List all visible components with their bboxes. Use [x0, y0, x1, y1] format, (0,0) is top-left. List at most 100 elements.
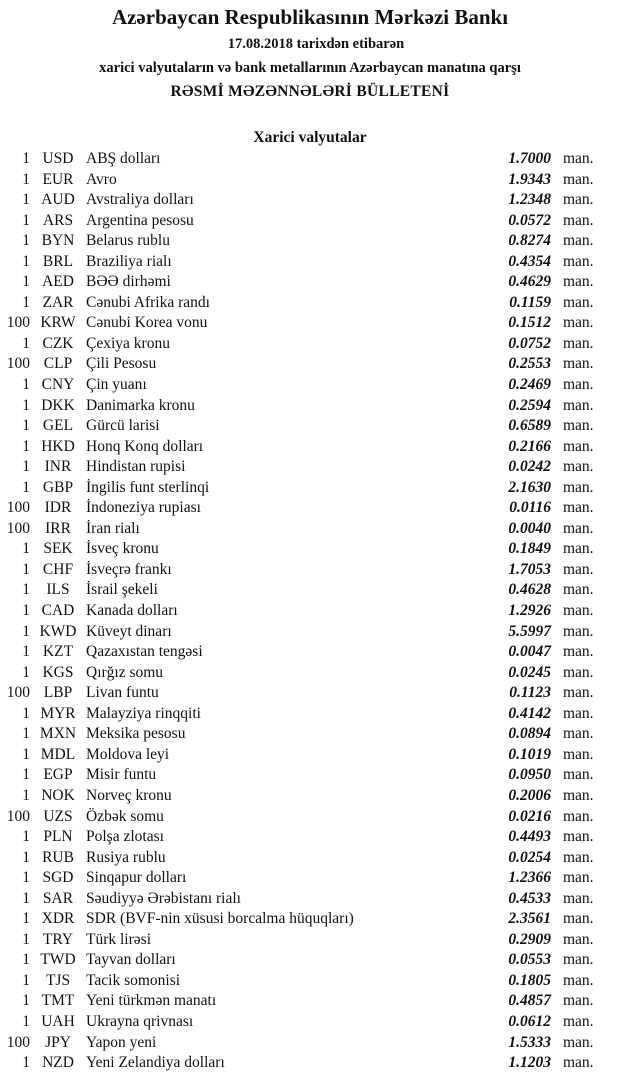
amount: 1: [22, 191, 30, 209]
currency-name: Misir funtu: [86, 766, 157, 784]
currency-name: Cənubi Afrika randı: [86, 293, 210, 311]
unit-label: man.: [563, 334, 594, 352]
currency-code: MXN: [39, 725, 77, 743]
currency-row: 1 ARS Argentina pesosu 0.0572 man.: [0, 211, 620, 232]
currency-row: 1 PLN Polşa zlotası 0.4493 man.: [0, 827, 620, 848]
currency-code: AED: [42, 273, 74, 291]
currency-code: BRL: [42, 252, 74, 270]
exchange-rate: 1.9343: [508, 170, 551, 188]
unit-label: man.: [563, 786, 594, 804]
amount: 1: [22, 1054, 30, 1072]
currency-row: 1 UAH Ukrayna qrivnası 0.0612 man.: [0, 1012, 620, 1033]
currency-code: LBP: [43, 684, 73, 702]
unit-label: man.: [563, 417, 594, 435]
currency-name: Türk lirəsi: [86, 930, 151, 948]
currency-code: GBP: [42, 478, 74, 496]
currency-name: İsrail şekeli: [86, 581, 158, 599]
currency-code: KZT: [42, 643, 74, 661]
currency-row: 1 USD ABŞ dolları 1.7000 man.: [0, 149, 620, 170]
amount: 1: [22, 273, 30, 291]
unit-label: man.: [563, 992, 594, 1010]
currency-name: Cənubi Korea vonu: [86, 314, 208, 332]
currency-row: 1 CNY Çin yuanı 0.2469 man.: [0, 375, 620, 396]
currency-name: Danimarka kronu: [86, 396, 195, 414]
exchange-rate: 0.0894: [508, 725, 551, 743]
currency-code: ZAR: [42, 293, 74, 311]
currency-code: CLP: [43, 355, 73, 373]
currency-code: DKK: [41, 396, 75, 414]
currency-code: RUB: [42, 848, 74, 866]
amount: 1: [22, 602, 30, 620]
currency-row: 1 HKD Honq Konq dolları 0.2166 man.: [0, 437, 620, 458]
amount: 1: [22, 745, 30, 763]
exchange-rate: 2.1630: [508, 478, 551, 496]
unit-label: man.: [563, 170, 594, 188]
currency-name: Polşa zlotası: [86, 828, 164, 846]
exchange-rate: 0.0116: [509, 499, 551, 517]
amount: 1: [22, 643, 30, 661]
amount: 1: [22, 458, 30, 476]
amount: 1: [22, 581, 30, 599]
amount: 1: [22, 540, 30, 558]
currency-name: Küveyt dinarı: [86, 622, 172, 640]
exchange-rate: 0.0612: [508, 1012, 551, 1030]
exchange-rate: 0.0950: [508, 766, 551, 784]
unit-label: man.: [563, 622, 594, 640]
currency-name: İngilis funt sterlinqi: [86, 478, 210, 496]
currency-code: GEL: [42, 417, 74, 435]
unit-label: man.: [563, 396, 594, 414]
exchange-rate: 0.0040: [508, 519, 551, 537]
exchange-rate: 1.1203: [508, 1054, 551, 1072]
bank-title: Azərbaycan Respublikasının Mərkəzi Bankı: [111, 5, 509, 29]
exchange-rate: 0.2553: [508, 355, 551, 373]
currency-name: Livan funtu: [86, 684, 159, 702]
exchange-rate: 0.4533: [508, 889, 551, 907]
exchange-rate: 0.1123: [509, 684, 551, 702]
currency-row: 100 LBP Livan funtu 0.1123 man.: [0, 683, 620, 704]
unit-label: man.: [563, 437, 594, 455]
currency-row: 1 CHF İsveçrə frankı 1.7053 man.: [0, 560, 620, 581]
exchange-rate: 1.2366: [508, 869, 551, 887]
currency-name: Sinqapur dolları: [86, 869, 187, 887]
amount: 100: [6, 684, 30, 702]
amount: 1: [22, 869, 30, 887]
currency-row: 1 CAD Kanada dolları 1.2926 man.: [0, 601, 620, 622]
currency-code: MYR: [40, 704, 76, 722]
currency-name: Avstraliya dolları: [86, 191, 194, 209]
unit-label: man.: [563, 458, 594, 476]
amount: 1: [22, 910, 30, 928]
amount: 1: [22, 1012, 30, 1030]
exchange-rate: 0.4628: [508, 581, 551, 599]
amount: 1: [22, 786, 30, 804]
currency-row: 1 CZK Çexiya kronu 0.0752 man.: [0, 334, 620, 355]
currency-row: 1 ILS İsrail şekeli 0.4628 man.: [0, 580, 620, 601]
currency-row: 1 INR Hindistan rupisi 0.0242 man.: [0, 457, 620, 478]
exchange-rate: 5.5997: [508, 622, 551, 640]
amount: 1: [22, 334, 30, 352]
currency-code: TRY: [42, 930, 74, 948]
currency-name: Rusiya rublu: [86, 848, 166, 866]
currency-code: KRW: [40, 314, 76, 332]
unit-label: man.: [563, 1012, 594, 1030]
currency-row: 1 NZD Yeni Zelandiya dolları 1.1203 man.: [0, 1053, 620, 1074]
unit-label: man.: [563, 684, 594, 702]
amount: 1: [22, 622, 30, 640]
currency-row: 100 CLP Çili Pesosu 0.2553 man.: [0, 354, 620, 375]
amount: 1: [22, 889, 30, 907]
amount: 1: [22, 478, 30, 496]
currency-name: İran rialı: [86, 519, 140, 537]
amount: 1: [22, 560, 30, 578]
exchange-rate: 0.2166: [508, 437, 551, 455]
exchange-rate: 1.2348: [508, 191, 551, 209]
currency-row: 1 TRY Türk lirəsi 0.2909 man.: [0, 930, 620, 951]
unit-label: man.: [563, 1054, 594, 1072]
unit-label: man.: [563, 232, 594, 250]
exchange-rate: 0.1512: [508, 314, 551, 332]
currency-row: 1 GBP İngilis funt sterlinqi 2.1630 man.: [0, 478, 620, 499]
currency-row: 1 EUR Avro 1.9343 man.: [0, 170, 620, 191]
exchange-rate: 1.2926: [508, 602, 551, 620]
unit-label: man.: [563, 519, 594, 537]
exchange-rate: 0.0216: [508, 807, 551, 825]
currency-row: 100 IRR İran rialı 0.0040 man.: [0, 519, 620, 540]
unit-label: man.: [563, 293, 594, 311]
